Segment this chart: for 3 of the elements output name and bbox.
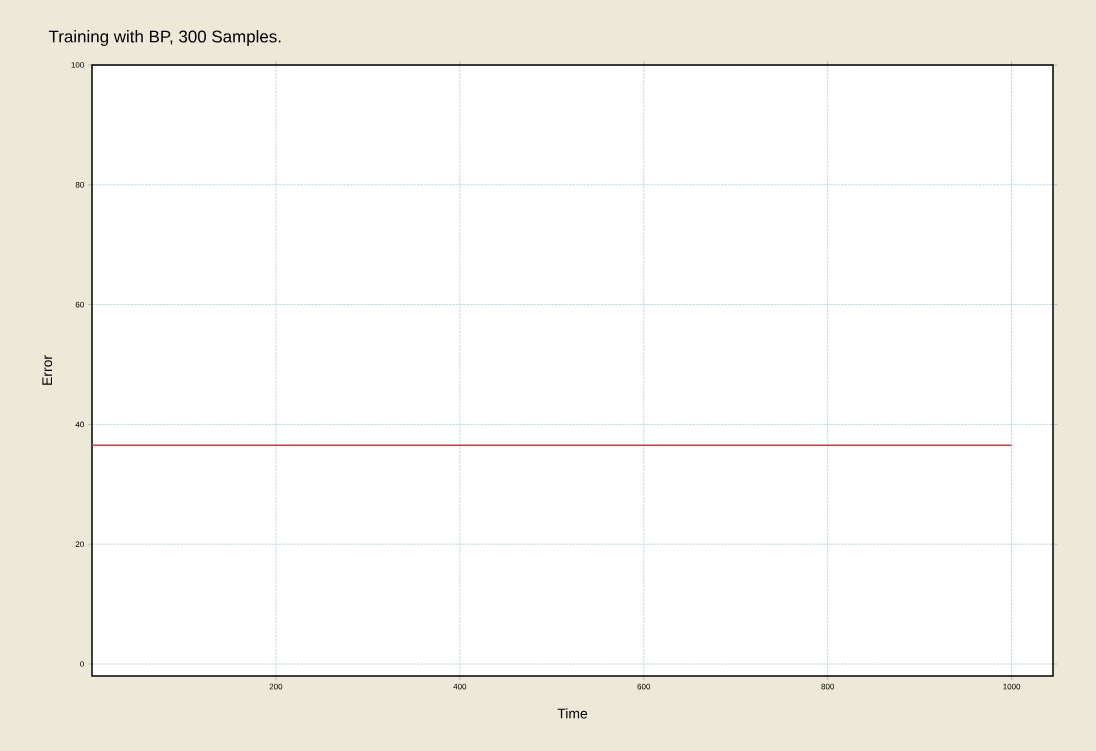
chart-title: Training with BP, 300 Samples.: [48, 30, 281, 46]
x-axis-title: Time: [557, 708, 588, 719]
y-axis-title: Error: [42, 355, 53, 385]
